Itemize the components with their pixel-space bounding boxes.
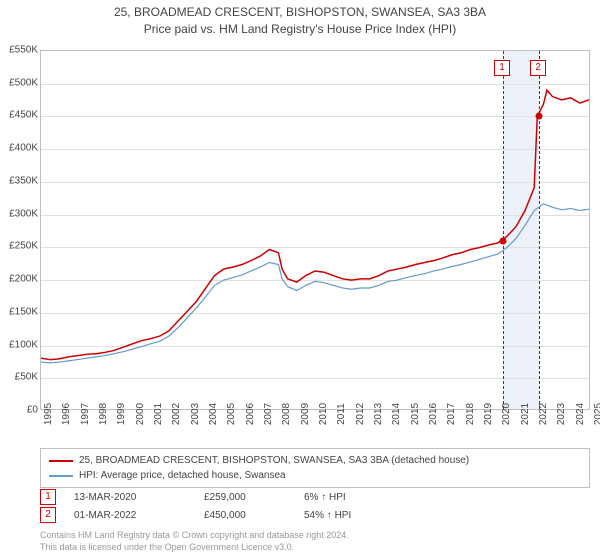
record-pct-2: 54% ↑ HPI <box>304 510 590 521</box>
xtick-label: 2009 <box>300 403 311 425</box>
xtick-label: 2004 <box>208 403 219 425</box>
transaction-records: 1 13-MAR-2020 £259,000 6% ↑ HPI 2 01-MAR… <box>40 488 590 524</box>
ytick-label: £50K <box>2 372 38 383</box>
series-line <box>41 204 589 363</box>
record-index-2: 2 <box>40 507 56 523</box>
chart-subtitle: Price paid vs. HM Land Registry's House … <box>0 22 600 36</box>
xtick-label: 1997 <box>80 403 91 425</box>
transaction-dot <box>500 238 507 245</box>
xtick-label: 1996 <box>61 403 72 425</box>
legend: 25, BROADMEAD CRESCENT, BISHOPSTON, SWAN… <box>40 448 590 488</box>
record-price-2: £450,000 <box>204 510 304 521</box>
xtick-label: 2002 <box>171 403 182 425</box>
xtick-label: 1999 <box>116 403 127 425</box>
xtick-label: 2017 <box>446 403 457 425</box>
record-row-2: 2 01-MAR-2022 £450,000 54% ↑ HPI <box>40 506 590 524</box>
ytick-label: £450K <box>2 110 38 121</box>
record-date-1: 13-MAR-2020 <box>74 492 204 503</box>
xtick-label: 2006 <box>245 403 256 425</box>
ytick-label: £350K <box>2 175 38 186</box>
xtick-label: 2000 <box>135 403 146 425</box>
legend-label-1: 25, BROADMEAD CRESCENT, BISHOPSTON, SWAN… <box>79 455 469 466</box>
ytick-label: £150K <box>2 306 38 317</box>
chart-title: 25, BROADMEAD CRESCENT, BISHOPSTON, SWAN… <box>0 5 600 19</box>
transaction-dot <box>536 113 543 120</box>
legend-swatch-2 <box>49 475 73 477</box>
ytick-label: £300K <box>2 208 38 219</box>
xtick-label: 2015 <box>410 403 421 425</box>
xtick-label: 2022 <box>538 403 549 425</box>
xtick-label: 2024 <box>575 403 586 425</box>
xtick-label: 2008 <box>281 403 292 425</box>
xtick-label: 2001 <box>153 403 164 425</box>
xtick-label: 2020 <box>501 403 512 425</box>
legend-item-1: 25, BROADMEAD CRESCENT, BISHOPSTON, SWAN… <box>49 453 581 468</box>
xtick-label: 2013 <box>373 403 384 425</box>
footer: Contains HM Land Registry data © Crown c… <box>40 530 590 553</box>
legend-item-2: HPI: Average price, detached house, Swan… <box>49 468 581 483</box>
ytick-label: £400K <box>2 143 38 154</box>
xtick-label: 2021 <box>520 403 531 425</box>
transaction-label-box: 1 <box>494 60 510 76</box>
footer-line-2: This data is licensed under the Open Gov… <box>40 542 590 554</box>
footer-line-1: Contains HM Land Registry data © Crown c… <box>40 530 590 542</box>
record-date-2: 01-MAR-2022 <box>74 510 204 521</box>
series-lines <box>41 51 589 409</box>
ytick-label: £250K <box>2 241 38 252</box>
chart-container: 25, BROADMEAD CRESCENT, BISHOPSTON, SWAN… <box>0 0 600 560</box>
xtick-label: 1995 <box>43 403 54 425</box>
xtick-label: 2010 <box>318 403 329 425</box>
ytick-label: £100K <box>2 339 38 350</box>
plot-area <box>40 50 590 410</box>
xtick-label: 2023 <box>556 403 567 425</box>
xtick-label: 2005 <box>226 403 237 425</box>
record-pct-1: 6% ↑ HPI <box>304 492 590 503</box>
ytick-label: £0 <box>2 405 38 416</box>
ytick-label: £550K <box>2 45 38 56</box>
xtick-label: 2016 <box>428 403 439 425</box>
legend-swatch-1 <box>49 460 73 462</box>
ytick-label: £200K <box>2 274 38 285</box>
series-line <box>41 90 589 359</box>
transaction-label-box: 2 <box>530 60 546 76</box>
xtick-label: 2011 <box>336 403 347 425</box>
xtick-label: 2014 <box>391 403 402 425</box>
xtick-label: 2007 <box>263 403 274 425</box>
xtick-label: 2012 <box>355 403 366 425</box>
xtick-label: 2019 <box>483 403 494 425</box>
record-price-1: £259,000 <box>204 492 304 503</box>
record-row-1: 1 13-MAR-2020 £259,000 6% ↑ HPI <box>40 488 590 506</box>
xtick-label: 2003 <box>190 403 201 425</box>
xtick-label: 2025 <box>593 403 600 425</box>
xtick-label: 2018 <box>465 403 476 425</box>
xtick-label: 1998 <box>98 403 109 425</box>
record-index-1: 1 <box>40 489 56 505</box>
ytick-label: £500K <box>2 77 38 88</box>
legend-label-2: HPI: Average price, detached house, Swan… <box>79 470 286 481</box>
